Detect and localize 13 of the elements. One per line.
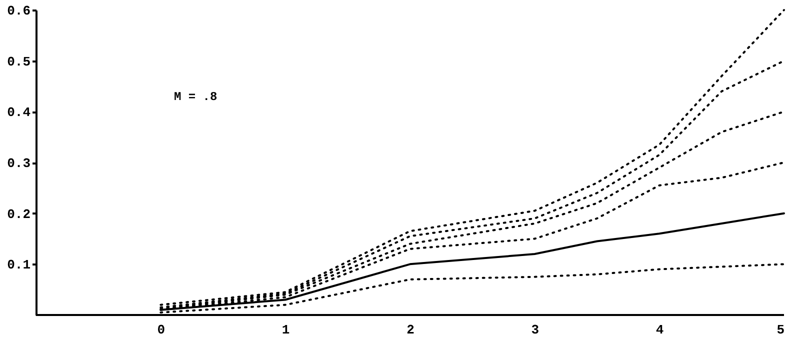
y-tick-label: 0.6 bbox=[7, 4, 31, 18]
annotation: M = .8 bbox=[174, 90, 218, 104]
y-tick-label: 0.2 bbox=[7, 206, 31, 222]
x-tick-label: 3 bbox=[531, 322, 540, 338]
x-tick-label: 0 bbox=[157, 322, 166, 338]
y-tick-label: 0.1 bbox=[7, 258, 31, 273]
y-tick-label: 0.5 bbox=[7, 54, 31, 70]
x-tick-label: 5 bbox=[776, 322, 785, 338]
y-tick-label: 0.3 bbox=[7, 156, 31, 171]
y-tick-label: 0.4 bbox=[7, 105, 31, 120]
x-tick-label: 4 bbox=[656, 322, 664, 338]
x-tick-label: 2 bbox=[406, 322, 415, 338]
x-tick-label: 1 bbox=[282, 322, 290, 338]
